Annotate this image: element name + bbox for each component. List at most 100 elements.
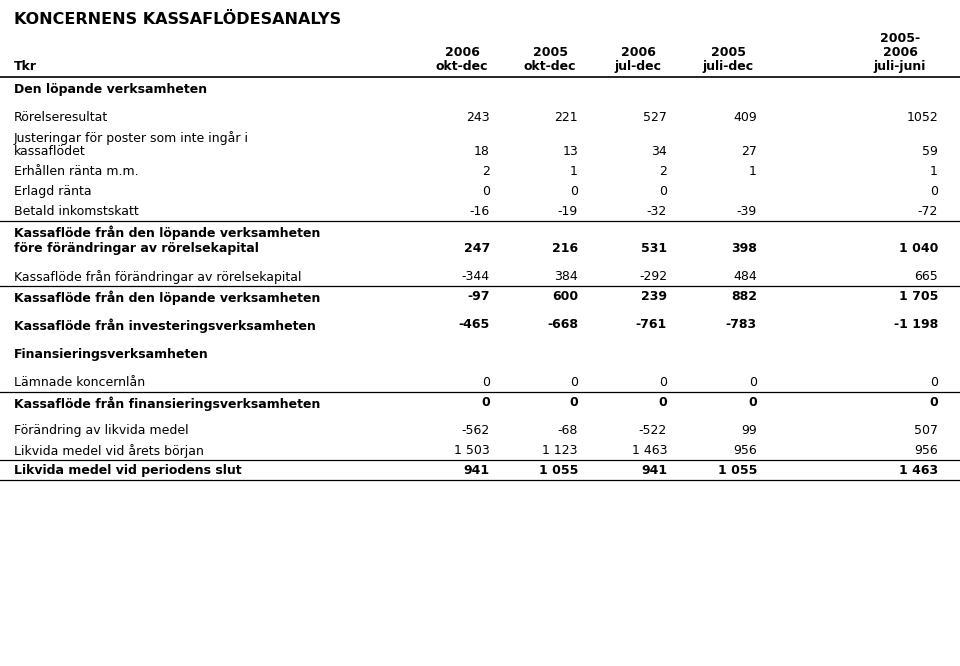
Text: 243: 243 xyxy=(467,111,490,124)
Text: -32: -32 xyxy=(647,205,667,218)
Text: kassaflödet: kassaflödet xyxy=(14,145,85,158)
Text: 0: 0 xyxy=(930,185,938,198)
Text: Likvida medel vid årets början: Likvida medel vid årets början xyxy=(14,444,204,458)
Text: 531: 531 xyxy=(641,242,667,255)
Text: -344: -344 xyxy=(462,270,490,283)
Text: 2005-: 2005- xyxy=(880,32,920,45)
Text: 2006: 2006 xyxy=(444,46,479,59)
Text: Likvida medel vid periodens slut: Likvida medel vid periodens slut xyxy=(14,464,242,477)
Text: 484: 484 xyxy=(733,270,757,283)
Text: 1 463: 1 463 xyxy=(899,464,938,477)
Text: -761: -761 xyxy=(636,318,667,331)
Text: 27: 27 xyxy=(741,145,757,158)
Text: 0: 0 xyxy=(749,376,757,389)
Text: 1 123: 1 123 xyxy=(542,444,578,457)
Text: 99: 99 xyxy=(741,424,757,437)
Text: Kassaflöde från investeringsverksamheten: Kassaflöde från investeringsverksamheten xyxy=(14,318,316,332)
Text: 247: 247 xyxy=(464,242,490,255)
Text: Kassaflöde från förändringar av rörelsekapital: Kassaflöde från förändringar av rörelsek… xyxy=(14,270,301,284)
Text: 0: 0 xyxy=(929,396,938,409)
Text: -292: -292 xyxy=(638,270,667,283)
Text: 1 503: 1 503 xyxy=(454,444,490,457)
Text: 0: 0 xyxy=(570,185,578,198)
Text: 221: 221 xyxy=(554,111,578,124)
Text: 665: 665 xyxy=(914,270,938,283)
Text: före förändringar av rörelsekapital: före förändringar av rörelsekapital xyxy=(14,242,259,255)
Text: 941: 941 xyxy=(464,464,490,477)
Text: 2: 2 xyxy=(482,165,490,178)
Text: 0: 0 xyxy=(659,396,667,409)
Text: 0: 0 xyxy=(659,185,667,198)
Text: 0: 0 xyxy=(481,396,490,409)
Text: juli-dec: juli-dec xyxy=(703,60,754,73)
Text: KONCERNENS KASSAFLÖDESANALYS: KONCERNENS KASSAFLÖDESANALYS xyxy=(14,12,341,27)
Text: 1: 1 xyxy=(570,165,578,178)
Text: 0: 0 xyxy=(569,396,578,409)
Text: 398: 398 xyxy=(732,242,757,255)
Text: -1 198: -1 198 xyxy=(894,318,938,331)
Text: 941: 941 xyxy=(641,464,667,477)
Text: 239: 239 xyxy=(641,290,667,303)
Text: 18: 18 xyxy=(474,145,490,158)
Text: 1 055: 1 055 xyxy=(539,464,578,477)
Text: 1 055: 1 055 xyxy=(718,464,757,477)
Text: 1: 1 xyxy=(749,165,757,178)
Text: 2: 2 xyxy=(660,165,667,178)
Text: 0: 0 xyxy=(659,376,667,389)
Text: 956: 956 xyxy=(914,444,938,457)
Text: 600: 600 xyxy=(552,290,578,303)
Text: 34: 34 xyxy=(651,145,667,158)
Text: Kassaflöde från finansieringsverksamheten: Kassaflöde från finansieringsverksamhete… xyxy=(14,396,321,410)
Text: Rörelseresultat: Rörelseresultat xyxy=(14,111,108,124)
Text: 59: 59 xyxy=(923,145,938,158)
Text: -97: -97 xyxy=(468,290,490,303)
Text: Erhållen ränta m.m.: Erhållen ränta m.m. xyxy=(14,165,138,178)
Text: -39: -39 xyxy=(736,205,757,218)
Text: Kassaflöde från den löpande verksamheten: Kassaflöde från den löpande verksamheten xyxy=(14,290,321,304)
Text: 882: 882 xyxy=(731,290,757,303)
Text: 0: 0 xyxy=(748,396,757,409)
Text: Justeringar för poster som inte ingår i: Justeringar för poster som inte ingår i xyxy=(14,131,249,145)
Text: okt-dec: okt-dec xyxy=(524,60,576,73)
Text: 409: 409 xyxy=(733,111,757,124)
Text: Lämnade koncernlån: Lämnade koncernlån xyxy=(14,376,145,389)
Text: 0: 0 xyxy=(570,376,578,389)
Text: 2006: 2006 xyxy=(882,46,918,59)
Text: jul-dec: jul-dec xyxy=(614,60,661,73)
Text: 1 040: 1 040 xyxy=(899,242,938,255)
Text: 507: 507 xyxy=(914,424,938,437)
Text: 2005: 2005 xyxy=(533,46,567,59)
Text: Finansieringsverksamheten: Finansieringsverksamheten xyxy=(14,348,208,361)
Text: Erlagd ränta: Erlagd ränta xyxy=(14,185,91,198)
Text: 527: 527 xyxy=(643,111,667,124)
Text: Betald inkomstskatt: Betald inkomstskatt xyxy=(14,205,139,218)
Text: 1 463: 1 463 xyxy=(632,444,667,457)
Text: -68: -68 xyxy=(558,424,578,437)
Text: 1052: 1052 xyxy=(906,111,938,124)
Text: Kassaflöde från den löpande verksamheten: Kassaflöde från den löpande verksamheten xyxy=(14,225,321,240)
Text: -522: -522 xyxy=(638,424,667,437)
Text: -16: -16 xyxy=(469,205,490,218)
Text: 384: 384 xyxy=(554,270,578,283)
Text: okt-dec: okt-dec xyxy=(436,60,489,73)
Text: 13: 13 xyxy=(563,145,578,158)
Text: Tkr: Tkr xyxy=(14,60,37,73)
Text: -72: -72 xyxy=(918,205,938,218)
Text: 0: 0 xyxy=(930,376,938,389)
Text: 1 705: 1 705 xyxy=(899,290,938,303)
Text: -783: -783 xyxy=(726,318,757,331)
Text: Den löpande verksamheten: Den löpande verksamheten xyxy=(14,83,207,96)
Text: 0: 0 xyxy=(482,185,490,198)
Text: 956: 956 xyxy=(733,444,757,457)
Text: -668: -668 xyxy=(547,318,578,331)
Text: juli-juni: juli-juni xyxy=(874,60,926,73)
Text: -19: -19 xyxy=(558,205,578,218)
Text: 1: 1 xyxy=(930,165,938,178)
Text: 216: 216 xyxy=(552,242,578,255)
Text: Förändring av likvida medel: Förändring av likvida medel xyxy=(14,424,188,437)
Text: 0: 0 xyxy=(482,376,490,389)
Text: -562: -562 xyxy=(462,424,490,437)
Text: 2005: 2005 xyxy=(710,46,746,59)
Text: -465: -465 xyxy=(459,318,490,331)
Text: 2006: 2006 xyxy=(620,46,656,59)
